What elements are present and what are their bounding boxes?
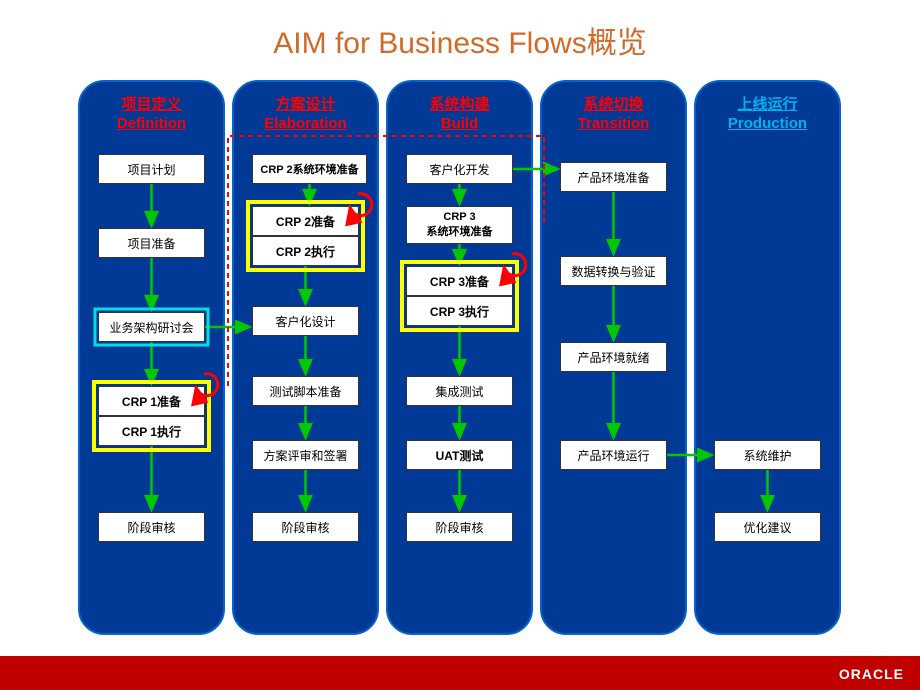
box-b_c3_1: 客户化开发	[406, 154, 513, 184]
box-b_c2_4: 测试脚本准备	[252, 376, 359, 406]
box-b_c1_5: 阶段审核	[98, 512, 205, 542]
box-b_c3_3a: CRP 3准备	[406, 266, 513, 296]
column-header-c1: 项目定义Definition	[80, 96, 223, 134]
diagram-canvas: 项目定义Definition 方案设计Elaboration 系统构建Build 系统…	[78, 80, 848, 635]
page-title: AIM for Business Flows概览	[0, 0, 920, 72]
box-b_c2_3: 客户化设计	[252, 306, 359, 336]
box-b_c3_4: 集成测试	[406, 376, 513, 406]
box-b_c1_4a: CRP 1准备	[98, 386, 205, 416]
column-header-c4: 系统切换Transition	[542, 96, 685, 134]
box-b_c4_4: 产品环境运行	[560, 440, 667, 470]
box-b_c4_2: 数据转换与验证	[560, 256, 667, 286]
box-b_c2_1: CRP 2系统环境准备	[252, 154, 367, 184]
box-b_c5_1: 系统维护	[714, 440, 821, 470]
column-header-c5: 上线运行Production	[696, 96, 839, 134]
box-b_c2_6: 阶段审核	[252, 512, 359, 542]
column-header-c2: 方案设计Elaboration	[234, 96, 377, 134]
box-b_c4_1: 产品环境准备	[560, 162, 667, 192]
box-b_c3_6: 阶段审核	[406, 512, 513, 542]
column-c5: 上线运行Production	[694, 80, 841, 635]
oracle-logo: ORACLE	[839, 666, 904, 682]
box-b_c3_3b: CRP 3执行	[406, 296, 513, 326]
box-b_c1_3: 业务架构研讨会	[98, 312, 205, 342]
box-b_c1_1: 项目计划	[98, 154, 205, 184]
box-b_c3_5: UAT测试	[406, 440, 513, 470]
footer-bar: ORACLE	[0, 656, 920, 690]
box-b_c5_2: 优化建议	[714, 512, 821, 542]
box-b_c2_5: 方案评审和签署	[252, 440, 359, 470]
box-b_c1_2: 项目准备	[98, 228, 205, 258]
box-b_c2_2a: CRP 2准备	[252, 206, 359, 236]
title-text: AIM for Business Flows概览	[273, 27, 646, 60]
column-header-c3: 系统构建Build	[388, 96, 531, 134]
box-b_c2_2b: CRP 2执行	[252, 236, 359, 266]
box-b_c3_2: CRP 3 系统环境准备	[406, 206, 513, 244]
box-b_c4_3: 产品环境就绪	[560, 342, 667, 372]
box-b_c1_4b: CRP 1执行	[98, 416, 205, 446]
